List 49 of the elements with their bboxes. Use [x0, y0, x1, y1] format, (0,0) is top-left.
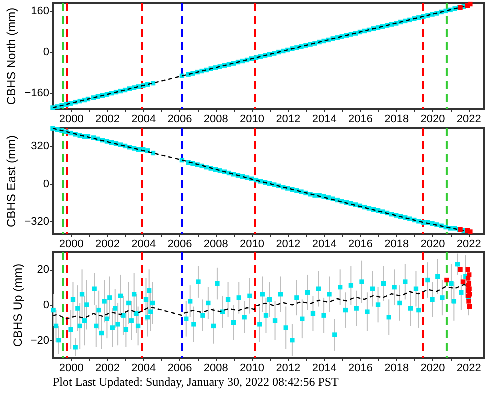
x-tick-label: 2010 [240, 238, 265, 250]
x-tick-label: 2006 [168, 362, 192, 374]
y-tick-label: 0 [43, 300, 50, 312]
x-tick-label: 2000 [59, 238, 84, 250]
x-tick-label: 2018 [384, 362, 410, 374]
x-tick-label: 2020 [420, 114, 446, 126]
x-tick-label: 2012 [276, 114, 301, 126]
x-tick-label: 2000 [59, 362, 84, 374]
x-tick-label: 2012 [276, 238, 301, 250]
x-tick-label: 2020 [420, 362, 446, 374]
y-tick-label: 160 [31, 5, 50, 18]
x-tick-label: 2004 [132, 238, 156, 250]
x-tick-label: 2008 [204, 238, 228, 250]
y-axis-title: CBHS Up (mm) [10, 264, 25, 348]
x-tick-label: 2016 [348, 114, 373, 126]
y-tick-label: 0 [43, 178, 50, 190]
x-tick-label: 2002 [95, 114, 120, 126]
y-tick-label: 0 [43, 46, 50, 59]
x-tick-label: 2002 [95, 238, 120, 250]
text: Plot Last Updated: Sunday, January 30, 2022 08:42:56 PST [53, 375, 340, 389]
x-tick-label: 2016 [348, 362, 373, 374]
y-tick-label: 320 [31, 140, 50, 153]
x-tick-label: 2000 [59, 114, 84, 126]
y-tick-label: −20 [30, 334, 50, 347]
x-tick-label: 2012 [276, 362, 301, 374]
y-axis-title: CBHS North (mm) [4, 8, 19, 106]
x-tick-label: 2016 [348, 238, 373, 250]
x-tick-label: 2020 [420, 238, 446, 250]
x-tick-label: 2014 [312, 114, 337, 126]
x-tick-label: 2010 [240, 362, 265, 374]
x-tick-label: 2022 [456, 238, 482, 250]
x-tick-label: 2004 [132, 362, 156, 374]
x-tick-label: 2008 [204, 362, 228, 374]
x-tick-label: 2004 [132, 114, 156, 126]
y-axis-title: CBHS East (mm) [4, 135, 19, 228]
x-tick-label: 2022 [456, 114, 482, 126]
y-tick-label: −160 [24, 88, 50, 100]
x-tick-label: 2018 [384, 114, 410, 126]
x-tick-label: 2014 [312, 362, 337, 374]
x-tick-label: 2006 [168, 238, 192, 250]
y-tick-label: 20 [37, 264, 50, 276]
x-tick-label: 2014 [312, 238, 337, 250]
x-tick-label: 2018 [384, 238, 410, 250]
x-tick-label: 2010 [240, 114, 265, 126]
y-tick-label: −320 [24, 216, 50, 228]
x-tick-label: 2006 [168, 114, 192, 126]
x-tick-label: 2002 [95, 362, 120, 374]
x-tick-label: 2022 [456, 362, 482, 374]
x-tick-label: 2008 [204, 114, 228, 126]
